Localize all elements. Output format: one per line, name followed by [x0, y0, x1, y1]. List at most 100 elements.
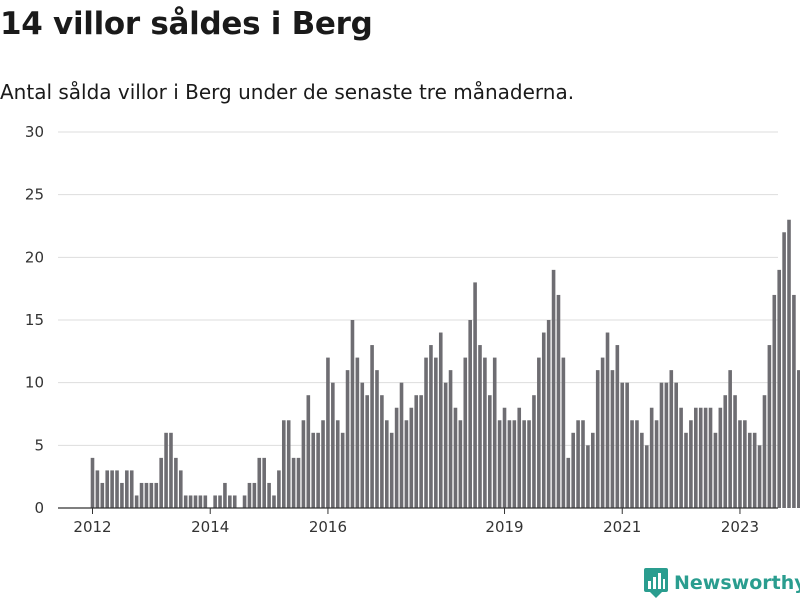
bar — [286, 420, 291, 508]
bar — [458, 420, 463, 508]
bar — [502, 407, 507, 508]
bar — [640, 432, 644, 508]
bar — [787, 219, 791, 508]
bars — [90, 219, 800, 508]
bar — [630, 420, 634, 508]
bar — [100, 482, 105, 508]
bar — [438, 332, 443, 508]
bar — [591, 432, 595, 508]
chart-title: 14 villor såldes i Berg — [0, 6, 373, 42]
bar — [532, 395, 536, 508]
bar — [424, 357, 428, 508]
bar — [595, 370, 600, 508]
bar — [198, 495, 203, 508]
bar — [762, 395, 767, 508]
bar — [296, 457, 301, 508]
bar — [644, 445, 649, 508]
bar — [757, 445, 762, 508]
y-tick-label: 10 — [25, 374, 44, 392]
bar — [713, 432, 718, 508]
bar — [178, 470, 183, 508]
bar — [674, 382, 678, 508]
bar — [95, 470, 100, 508]
bar — [257, 457, 262, 508]
bar — [281, 420, 286, 508]
bar — [247, 482, 252, 508]
bar — [635, 420, 639, 508]
x-tick-label: 2023 — [721, 518, 759, 536]
y-tick-label: 25 — [25, 186, 44, 204]
bar — [453, 407, 458, 508]
bar — [414, 395, 419, 508]
bar — [772, 294, 777, 508]
bar — [654, 420, 659, 508]
bar — [321, 420, 325, 508]
bar — [659, 382, 664, 508]
bar — [193, 495, 198, 508]
bar — [581, 420, 585, 508]
bar — [478, 345, 482, 508]
bar — [316, 432, 320, 508]
x-tick-label: 2012 — [73, 518, 111, 536]
bar — [797, 370, 800, 508]
bar — [747, 432, 752, 508]
bar — [188, 495, 193, 508]
y-tick-label: 15 — [25, 311, 44, 329]
bar — [183, 495, 188, 508]
bar — [434, 357, 438, 508]
bar — [448, 370, 453, 508]
bar — [463, 357, 468, 508]
bar — [497, 420, 502, 508]
bar — [767, 345, 772, 508]
bar — [738, 420, 742, 508]
bar — [360, 382, 365, 508]
bar — [267, 482, 271, 508]
x-tick-label: 2016 — [309, 518, 347, 536]
bar — [345, 370, 350, 508]
bar — [522, 420, 526, 508]
chart-subtitle: Antal sålda villor i Berg under de senas… — [0, 80, 575, 104]
bar — [527, 420, 531, 508]
bar — [125, 470, 129, 508]
bar — [399, 382, 404, 508]
bar — [203, 495, 208, 508]
bar — [610, 370, 615, 508]
bar — [605, 332, 610, 508]
bar — [679, 407, 683, 508]
bar — [419, 395, 423, 508]
bar — [218, 495, 222, 508]
bar — [517, 407, 522, 508]
bar — [340, 432, 345, 508]
bar — [512, 420, 517, 508]
bar-chart: 0 5 10 15 20 25 30 2012 2014 2016 2019 2021 2023 20 2… — [25, 123, 800, 536]
bar — [483, 357, 487, 508]
bar — [380, 395, 384, 508]
bar — [159, 457, 163, 508]
bar — [556, 294, 561, 508]
bar — [291, 457, 296, 508]
bar — [129, 470, 134, 508]
bar — [752, 432, 757, 508]
bar — [551, 269, 556, 508]
bar — [375, 370, 379, 508]
brand-name: Newsworthy — [674, 572, 800, 594]
bar — [733, 395, 737, 508]
bar — [370, 345, 374, 508]
bar — [169, 432, 173, 508]
bar — [698, 407, 703, 508]
bar — [306, 395, 311, 508]
bar — [541, 332, 546, 508]
bar — [615, 345, 620, 508]
newsworthy-logo-icon — [644, 568, 668, 598]
bar — [620, 382, 625, 508]
bar — [213, 495, 217, 508]
y-tick-label: 0 — [34, 499, 44, 517]
bar — [301, 420, 306, 508]
bar — [389, 432, 394, 508]
bar — [110, 470, 114, 508]
bar — [365, 395, 369, 508]
y-axis-labels: 0 5 10 15 20 25 30 — [25, 123, 44, 517]
bar — [394, 407, 399, 508]
bar — [561, 357, 566, 508]
bar — [429, 345, 433, 508]
